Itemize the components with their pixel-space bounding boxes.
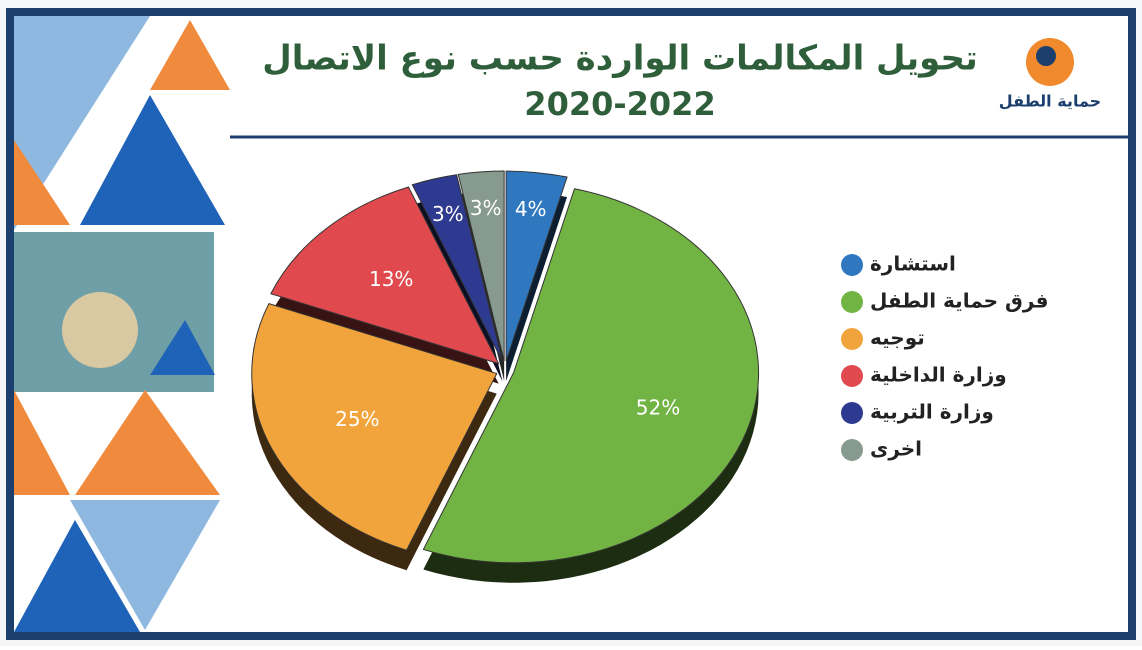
legend-marker [841,328,863,350]
legend-label: استشارة [870,252,956,276]
photo-bear [62,292,138,368]
legend-label: وزارة الداخلية [870,363,1007,387]
legend-marker [841,254,863,276]
value-label: 3% [470,196,502,220]
decor-triangle [14,140,70,225]
logo-figure [1036,46,1056,66]
value-label: 3% [432,202,464,226]
slice [457,170,505,362]
decor-triangle [14,16,150,230]
slice [505,170,568,362]
chart-title: تحويل المكالمات الواردة حسب نوع الاتصال [262,39,978,79]
decor-triangle [150,20,230,90]
slice [270,186,500,365]
legend-marker [841,291,863,313]
decor-triangle [150,320,215,375]
decor-triangle [14,520,140,632]
decor-triangle [80,95,225,225]
legend-label: فرق حماية الطفل [870,289,1048,313]
legend-label: وزارة التربية [870,400,994,424]
slice [251,303,498,551]
legend-marker [841,402,863,424]
legend-marker [841,365,863,387]
slice [422,188,760,564]
value-label: 4% [515,197,547,221]
slice [411,174,503,362]
logo-text: حماية الطفل [999,92,1101,111]
legend-marker [841,439,863,461]
logo: حماية الطفل [999,38,1101,111]
legend-label: اخرى [870,437,922,461]
value-label: 52% [636,396,680,420]
value-label: 13% [369,267,413,291]
value-label: 25% [335,407,379,431]
decor-panel [14,16,230,632]
decor-triangle [75,390,220,495]
decor-triangle [14,390,70,495]
decor-triangle [70,500,220,630]
chart-subtitle: 2020-2022 [524,85,715,123]
legend-label: توجيه [870,326,925,350]
